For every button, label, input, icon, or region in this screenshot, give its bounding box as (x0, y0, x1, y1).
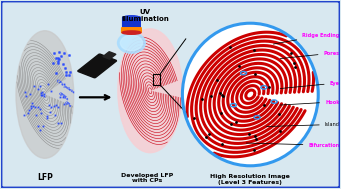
Ellipse shape (16, 31, 74, 158)
Ellipse shape (120, 35, 143, 51)
Ellipse shape (118, 33, 145, 53)
Text: Bifurcation: Bifurcation (246, 143, 340, 148)
Text: Island: Island (267, 122, 340, 127)
Text: Eye: Eye (280, 81, 340, 88)
Ellipse shape (122, 31, 141, 34)
Text: Ridge Ending: Ridge Ending (273, 33, 340, 44)
Bar (153, 74, 160, 85)
FancyBboxPatch shape (122, 28, 141, 33)
Ellipse shape (182, 23, 318, 166)
FancyBboxPatch shape (103, 52, 116, 59)
Text: Hook: Hook (280, 99, 340, 105)
Text: UV
illumination: UV illumination (121, 9, 169, 22)
Text: CPs pdots: CPs pdots (55, 78, 75, 94)
Text: High Resolution Image
(Level 3 Features): High Resolution Image (Level 3 Features) (210, 174, 290, 185)
Ellipse shape (118, 29, 182, 153)
Ellipse shape (124, 16, 139, 19)
Text: CPs: CPs (63, 101, 73, 109)
FancyBboxPatch shape (78, 54, 117, 78)
FancyBboxPatch shape (123, 17, 140, 29)
Text: CPNs: CPNs (57, 91, 69, 101)
Text: LFP: LFP (37, 174, 53, 183)
Text: Pores: Pores (280, 51, 340, 59)
Text: Developed LFP
with CPs: Developed LFP with CPs (121, 173, 173, 183)
